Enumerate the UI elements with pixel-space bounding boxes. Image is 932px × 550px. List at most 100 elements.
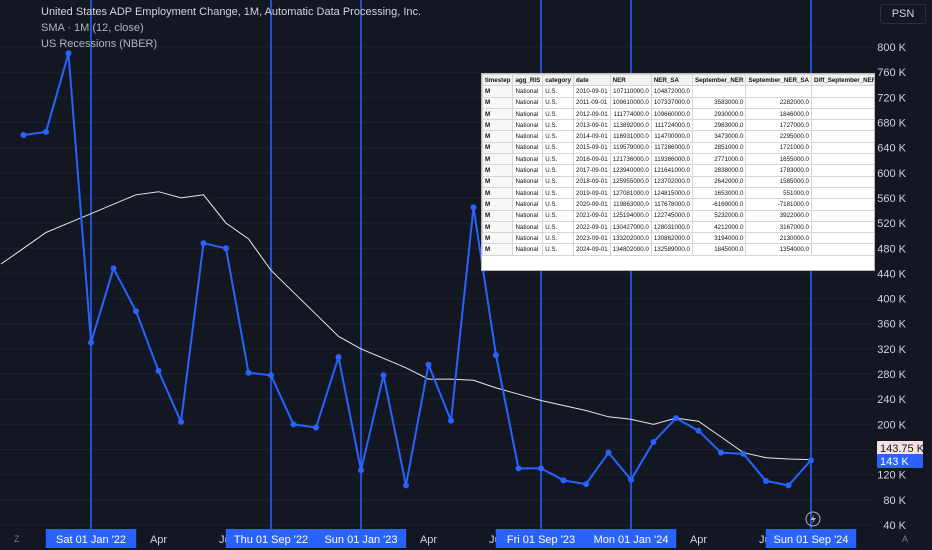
table-cell: 1846000.0 [745, 107, 812, 121]
table-row: M National U.S. 2010-09-01 107110000.0 104872… [482, 85, 874, 98]
table-cell: 2295000.0 [745, 130, 812, 143]
x-tick-label: Mon 01 Jan '24 [594, 534, 669, 546]
table-cell: M [482, 232, 514, 245]
table-cell: M [482, 175, 514, 188]
table-cell: 491000.0 [810, 243, 874, 256]
table-row: M National U.S. 2012-09-01 111774000.0 109660… [482, 107, 874, 121]
y-tick-label: 600 K [877, 168, 906, 180]
table-cell [745, 85, 812, 98]
psn-button[interactable]: PSN [880, 4, 926, 24]
table-cell: 1354000.0 [745, 243, 812, 256]
table-cell: National [512, 186, 544, 200]
table-cell: 130862000.0 [650, 232, 693, 245]
data-table-overlay: timestep agg_RIS category date NER NER_SA Sept… [481, 73, 875, 271]
table-cell: 1783000.0 [745, 164, 812, 177]
table-cell: -6169000.0 [691, 198, 747, 211]
table-cell: National [512, 209, 544, 222]
data-point [290, 421, 297, 428]
y-tick-label: 720 K [877, 92, 906, 104]
table-cell: U.S. [542, 107, 575, 121]
y-tick-label: 40 K [883, 520, 906, 532]
table-cell: 2983000.0 [691, 119, 747, 132]
table-cell: 3583000.0 [691, 96, 747, 109]
y-tick-label: 360 K [877, 319, 906, 331]
table-cell: 551000.0 [745, 186, 812, 200]
table-cell: 2012-09-01 [573, 107, 611, 121]
y-tick-label: 680 K [877, 117, 906, 129]
table-cell: 119366000.0 [650, 153, 693, 166]
table-cell: 125194000.0 [609, 209, 652, 222]
y-tick-label: 200 K [877, 419, 906, 431]
price-label: 143.75 K [880, 443, 925, 455]
table-cell: 1653000.0 [691, 186, 747, 200]
table-cell: National [512, 198, 544, 211]
table-cell: 2014-09-01 [573, 130, 611, 143]
data-point [493, 352, 499, 359]
table-cell [691, 85, 747, 98]
table-cell: M [482, 141, 514, 155]
table-cell: 111724000.0 [650, 119, 693, 132]
table-cell: -7181000.0 [745, 198, 812, 211]
grid [0, 46, 875, 526]
table-row: M National U.S. 2021-09-01 125194000.0 122745… [482, 209, 874, 222]
table-row: M National U.S. 2016-09-01 121736000.0 119366… [482, 153, 874, 166]
y-tick-label: 400 K [877, 294, 906, 306]
table-cell: U.S. [542, 164, 575, 177]
table-cell: National [512, 85, 544, 98]
table-cell: 109610000.0 [609, 96, 652, 109]
table-header-cell: Diff_September_NER_NER_SA [810, 74, 874, 87]
table-cell: 2023-09-01 [573, 232, 611, 245]
table-cell: M [482, 153, 514, 166]
data-point [313, 424, 319, 431]
table-cell: 130427000.0 [609, 220, 652, 234]
table-cell: M [482, 96, 514, 109]
table-cell: 2282000.0 [745, 96, 812, 109]
data-point [763, 477, 769, 484]
table-cell: U.S. [542, 153, 575, 166]
data-point [650, 438, 657, 445]
sma-legend[interactable]: SMA · 1M (12, close) [41, 22, 144, 34]
table-cell: 122745000.0 [650, 209, 693, 222]
lightning-icon[interactable] [805, 511, 821, 527]
y-tick-label: 240 K [877, 394, 906, 406]
table-cell: 114700000.0 [650, 130, 693, 143]
x-tick-label: Sat 01 Jan '22 [56, 534, 126, 546]
table-cell: 5232000.0 [691, 209, 747, 222]
x-tick-label: Apr [420, 534, 437, 546]
table-cell: U.S. [542, 96, 575, 109]
table-cell: 132589000.0 [650, 243, 693, 256]
table-cell: 1655000.0 [745, 153, 812, 166]
table-cell: National [512, 107, 544, 121]
table-cell: 116931000.0 [609, 130, 652, 143]
table-cell: 2015-09-01 [573, 141, 611, 155]
table-cell: 2010-09-01 [573, 85, 611, 98]
table-cell: 1130000.0 [810, 141, 874, 155]
table-cell: 1721000.0 [745, 141, 812, 155]
table-cell: 1057000.0 [810, 175, 874, 188]
table-cell: M [482, 119, 514, 132]
data-point [335, 354, 342, 361]
table-row: M National U.S. 2019-09-01 127081000.0 124815… [482, 186, 874, 200]
table-row: M National U.S. 2013-09-01 113892000.0 111724… [482, 119, 874, 132]
table-cell: 113892000.0 [609, 119, 652, 132]
table-cell: 3194000.0 [691, 232, 747, 245]
table-row: M National U.S. 2017-09-01 123940000.0 121641… [482, 164, 874, 177]
data-point [155, 367, 162, 374]
table-cell: 117678000.0 [650, 198, 693, 211]
table-cell: 1084000.0 [810, 107, 874, 121]
table-header-cell: category [542, 74, 575, 87]
table-cell: 119863000.0 [609, 198, 652, 211]
y-axis: 800 K 760 K 720 K 680 K 640 K 600 K 560 K 520 K… [877, 42, 906, 532]
recession-legend[interactable]: US Recessions (NBER) [41, 38, 158, 50]
table-cell: National [512, 141, 544, 155]
data-point [448, 417, 454, 424]
table-cell: U.S. [542, 141, 575, 155]
table-header-cell: NER_SA [650, 74, 693, 87]
y-tick-label: 440 K [877, 268, 906, 280]
table-cell: 1585000.0 [745, 175, 812, 188]
table-cell: 121736000.0 [609, 153, 652, 166]
employment-change-line [23, 53, 812, 487]
data-point [515, 465, 522, 472]
